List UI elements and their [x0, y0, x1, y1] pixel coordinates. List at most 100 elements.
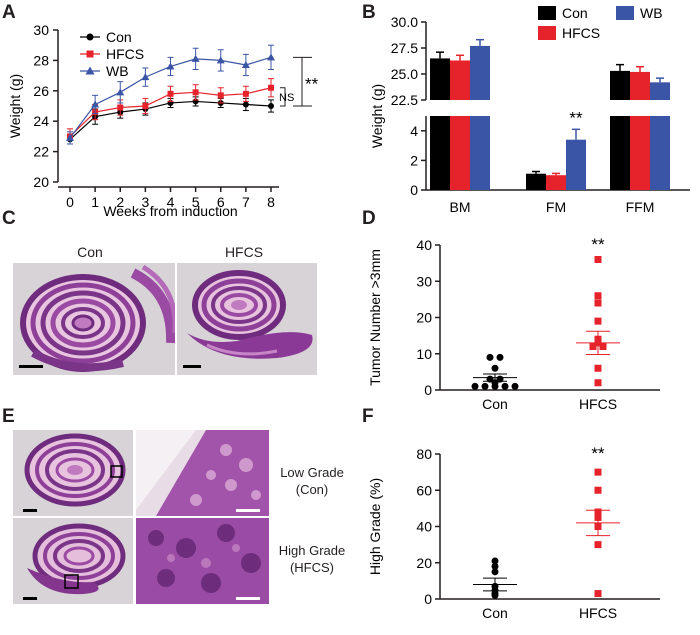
- data-point-con: [486, 353, 494, 361]
- bar-wb-upper: [650, 82, 670, 100]
- ns-bracket: [280, 87, 286, 107]
- scale-bar: [19, 365, 43, 368]
- x-tick-label: 8: [267, 194, 275, 210]
- data-point-wb: [116, 88, 125, 96]
- data-point-con: [501, 382, 509, 390]
- data-point-hfcs: [242, 90, 249, 97]
- y-tick-label: 0: [424, 591, 432, 607]
- y-tick-label: 80: [416, 446, 432, 462]
- data-point-wb: [191, 54, 200, 62]
- sig-label: **: [569, 108, 583, 127]
- high-grade-label-line1: High Grade: [278, 543, 346, 558]
- data-point-con: [481, 382, 489, 390]
- bar-hfcs-lower: [630, 116, 650, 190]
- low-grade-label-line2: (Con): [295, 482, 329, 497]
- data-point-hfcs: [192, 89, 199, 96]
- x-tick-label: 5: [192, 194, 200, 210]
- y-tick-label: 20: [416, 310, 432, 326]
- data-point-hfcs: [594, 317, 602, 325]
- tissue-roll-hfcs: [187, 270, 313, 359]
- y-tick-label: 25.0: [391, 66, 418, 82]
- panel-c-label-con: Con: [77, 244, 103, 260]
- data-point-wb: [66, 133, 74, 141]
- high-grade-label-line2: (HFCS): [289, 560, 335, 575]
- sig-bracket: [293, 56, 312, 107]
- legend-label-wb: WB: [106, 63, 129, 79]
- bar-wb-lower: [650, 116, 670, 190]
- legend-label-con: Con: [106, 29, 132, 45]
- y-axis-label: Tumor Number >3mm: [367, 249, 383, 386]
- x-tick-label: 3: [141, 194, 149, 210]
- y-tick-label: 30.0: [391, 14, 418, 30]
- data-point-hfcs: [594, 468, 602, 476]
- y-tick-label: 30: [33, 22, 49, 38]
- roi-box: [64, 574, 79, 589]
- scale-bar: [23, 509, 37, 512]
- y-tick-label: 10: [416, 346, 432, 362]
- bar-hfcs: [546, 175, 566, 190]
- x-category-label: Con: [482, 396, 508, 412]
- chart-a-weight-over-time: 20 22 24 26 28 30 0 1 2 3 4 5 6 7 8 Weeks from inductio…: [7, 22, 319, 219]
- scale-bar: [183, 365, 201, 368]
- data-point-con: [491, 382, 499, 390]
- y-axis-label: Weight (g): [7, 74, 23, 138]
- data-point-con: [491, 591, 499, 599]
- x-tick-label: 7: [242, 194, 250, 210]
- data-point-hfcs: [594, 541, 602, 549]
- data-point-hfcs: [599, 343, 607, 350]
- y-tick-label: 40: [416, 519, 432, 535]
- legend-swatch-wb: [616, 6, 634, 20]
- x-category-label: FFM: [626, 199, 655, 215]
- data-point-con: [491, 364, 499, 372]
- histology-high-grade-overview: [13, 518, 133, 604]
- y-tick-label: 22.5: [391, 92, 418, 108]
- y-axis-label: Weight (g): [369, 84, 385, 148]
- tissue-roll-con: [20, 264, 175, 372]
- bar-hfcs-upper: [630, 71, 650, 100]
- low-grade-label-line1: Low Grade: [280, 465, 344, 480]
- data-point-hfcs: [589, 343, 597, 350]
- y-tick-label: 40: [416, 237, 432, 253]
- y-tick-label: 0: [424, 382, 432, 398]
- legend-label-con: Con: [562, 5, 588, 21]
- legend-label-hfcs: HFCS: [106, 46, 144, 62]
- bar-con-upper: [430, 58, 450, 100]
- histology-high-grade-zoom: [136, 518, 269, 604]
- y-tick-label: 60: [416, 482, 432, 498]
- series-wb: [66, 44, 275, 145]
- data-point-con: [491, 568, 499, 576]
- panel-c-label-hfcs: HFCS: [224, 244, 264, 260]
- data-point-wb: [216, 56, 225, 64]
- x-tick-label: 6: [217, 194, 225, 210]
- sig-label: **: [305, 75, 319, 94]
- histology-hfcs-swiss-roll: [177, 263, 317, 375]
- histology-low-grade-overview: [13, 430, 133, 516]
- histology-low-grade-zoom: [136, 430, 269, 516]
- series-con: [67, 96, 274, 145]
- legend-label-hfcs: HFCS: [562, 25, 600, 41]
- data-point-hfcs: [594, 256, 602, 263]
- data-point-hfcs: [117, 104, 124, 111]
- y-tick-label: 4: [410, 123, 418, 139]
- data-point-con: [491, 562, 499, 570]
- x-category-label: BM: [450, 199, 471, 215]
- bar-hfcs-lower: [450, 116, 470, 190]
- x-tick-label: 0: [66, 194, 74, 210]
- legend-marker-hfcs: [86, 50, 94, 58]
- bar-hfcs-upper: [450, 60, 470, 100]
- y-tick-label: 20: [416, 555, 432, 571]
- bar-wb-upper: [470, 45, 490, 100]
- bar-wb-lower: [470, 116, 490, 190]
- scale-bar: [236, 509, 260, 512]
- scale-bar: [236, 597, 260, 600]
- data-point-hfcs: [594, 292, 602, 300]
- panel-letter-d: D: [362, 208, 376, 229]
- y-tick-label: 0: [410, 182, 418, 198]
- bar-con-lower: [430, 116, 450, 190]
- y-tick-label: 2: [410, 152, 418, 168]
- legend-marker-wb: [85, 66, 95, 75]
- data-point-hfcs: [594, 299, 602, 307]
- data-point-hfcs: [594, 364, 602, 372]
- data-point-wb: [166, 62, 175, 70]
- data-point-wb: [267, 53, 275, 61]
